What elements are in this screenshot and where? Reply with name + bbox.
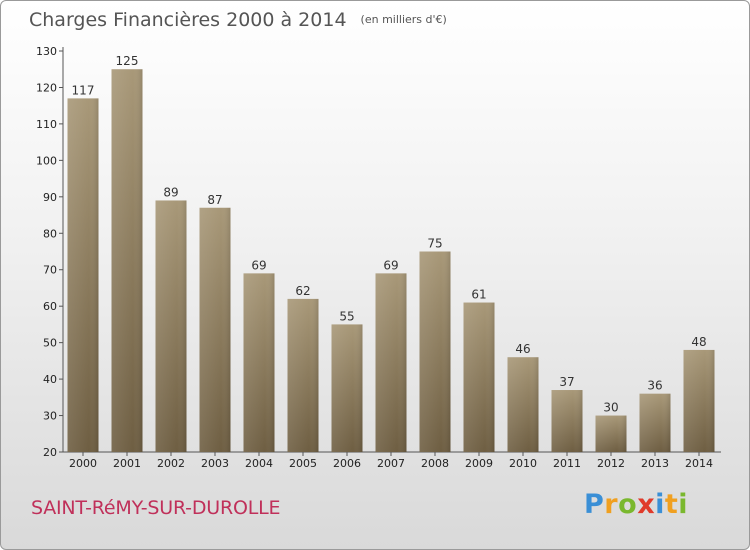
y-tick-label: 60 [43,300,57,313]
data-label: 46 [515,342,530,356]
bar-shade [639,393,671,452]
bar-shade [507,357,539,452]
bars [67,69,715,453]
x-tick-label: 2013 [641,457,669,470]
bar-shade [683,349,715,452]
x-tick-label: 2007 [377,457,405,470]
bar-shade [111,69,143,453]
data-label: 69 [251,258,266,272]
data-label: 30 [603,401,618,415]
y-tick-label: 20 [43,446,57,459]
commune-name: SAINT-RéMY-SUR-DUROLLE [31,497,281,519]
y-tick-label: 130 [36,45,57,58]
x-tick-label: 2014 [685,457,713,470]
data-label: 69 [383,258,398,272]
x-tick-label: 2010 [509,457,537,470]
bar-shade [375,273,407,452]
data-label: 55 [339,309,354,323]
logo-letter: i [678,489,689,520]
logo-letter: i [655,489,665,520]
x-tick-label: 2005 [289,457,317,470]
data-label: 75 [427,237,442,251]
logo-letter: o [618,489,638,520]
x-tick-label: 2001 [113,457,141,470]
data-label: 48 [691,335,706,349]
chart-unit: (en milliers d'€) [360,13,447,26]
chart-title-text: Charges Financières 2000 à 2014 [29,9,347,31]
proxiti-logo: Proxiti [584,489,688,520]
x-tick-label: 2003 [201,457,229,470]
y-tick-label: 100 [36,154,57,167]
data-label: 87 [207,193,222,207]
data-labels: 117 125 89 87 69 62 55 69 75 61 46 37 30 36 48 [72,54,707,414]
y-tick-label: 80 [43,227,57,240]
x-tick-label: 2006 [333,457,361,470]
bar-shade [331,324,363,452]
x-tick-label: 2000 [69,457,97,470]
data-label: 61 [471,288,486,302]
data-label: 62 [295,284,310,298]
bar-shade [595,415,627,452]
data-label: 125 [116,54,139,68]
logo-letter: t [664,489,679,520]
bar-shade [67,98,99,453]
y-tick-label: 110 [36,118,57,131]
logo-letter: r [604,489,619,520]
data-label: 36 [647,379,662,393]
x-tick-label: 2012 [597,457,625,470]
x-tick-label: 2002 [157,457,185,470]
bar-shade [243,273,275,452]
data-label: 117 [72,83,95,97]
bar-shade [199,207,231,452]
y-tick-label: 120 [36,81,57,94]
x-tick-label: 2004 [245,457,273,470]
y-tick-label: 90 [43,191,57,204]
bar-shade [419,251,451,452]
y-tick-label: 40 [43,373,57,386]
bar-shade [287,298,319,452]
data-label: 89 [163,185,178,199]
bar-shade [463,302,495,452]
y-tick-label: 50 [43,337,57,350]
bar-shade [155,200,187,452]
x-tick-label: 2009 [465,457,493,470]
logo-letter: P [584,489,605,520]
chart-title: Charges Financières 2000 à 2014 (en milli… [29,9,447,31]
bar-shade [551,390,583,452]
y-tick-label: 30 [43,410,57,423]
y-tick-label: 70 [43,264,57,277]
data-label: 37 [559,375,574,389]
x-tick-label: 2008 [421,457,449,470]
x-tick-label: 2011 [553,457,581,470]
logo-letter: x [637,489,656,520]
